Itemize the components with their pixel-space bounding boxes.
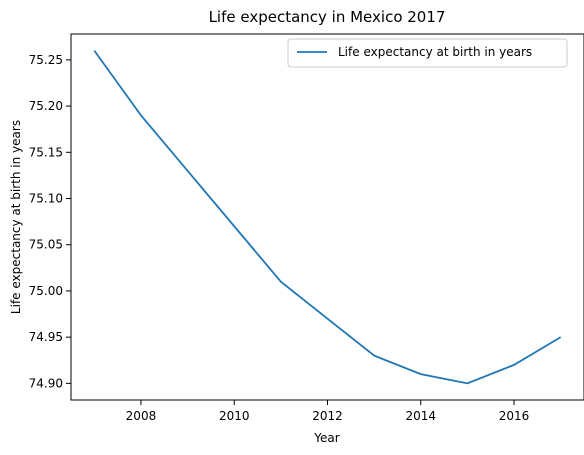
legend-label: Life expectancy at birth in years — [338, 45, 532, 59]
y-tick-label: 74.90 — [29, 376, 63, 390]
x-axis: 2008 2010 2012 2014 2016 — [126, 400, 530, 423]
y-tick-label: 74.95 — [29, 330, 63, 344]
y-tick-label: 75.25 — [29, 53, 63, 67]
x-tick-label: 2012 — [312, 409, 343, 423]
plot-area: 2008 2010 2012 2014 2016 74.90 74.95 75.00 75.0… — [29, 33, 584, 423]
x-tick-label: 2008 — [126, 409, 157, 423]
y-axis-label: Life expectancy at birth in years — [9, 120, 23, 314]
x-axis-label: Year — [313, 431, 339, 445]
y-tick-label: 75.05 — [29, 238, 63, 252]
y-tick-label: 75.00 — [29, 284, 63, 298]
plot-frame — [70, 33, 584, 401]
series-line — [93, 50, 562, 385]
x-tick-label: 2016 — [499, 409, 530, 423]
x-tick-label: 2010 — [219, 409, 250, 423]
y-tick-label: 75.15 — [29, 145, 63, 159]
y-tick-label: 75.10 — [29, 192, 63, 206]
chart-title: Life expectancy in Mexico 2017 — [209, 8, 446, 26]
y-tick-label: 75.20 — [29, 99, 63, 113]
y-axis: 74.90 74.95 75.00 75.05 75.10 75.15 75.20 75.25 — [29, 53, 71, 390]
legend-box — [287, 38, 568, 68]
x-tick-label: 2014 — [405, 409, 436, 423]
legend: Life expectancy at birth in years — [287, 38, 568, 68]
